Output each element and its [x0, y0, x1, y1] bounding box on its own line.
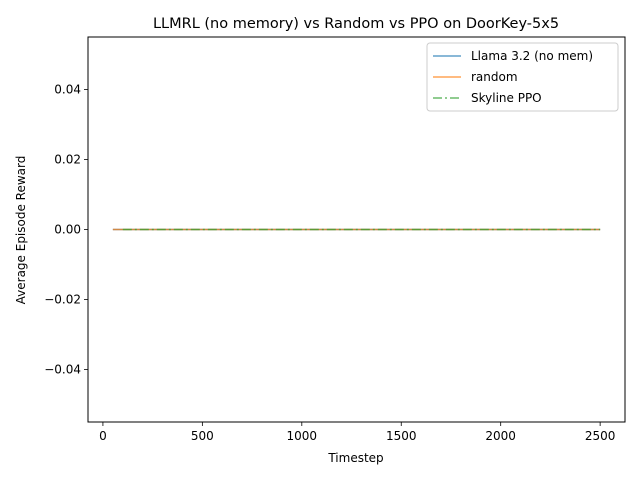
- chart-title: LLMRL (no memory) vs Random vs PPO on Do…: [153, 16, 559, 32]
- legend: Llama 3.2 (no mem) random Skyline PPO: [426, 42, 619, 112]
- y-axis-title: Average Episode Reward: [14, 156, 28, 305]
- legend-label: Skyline PPO: [471, 91, 542, 105]
- x-tick-label: 0: [99, 429, 107, 443]
- x-tick-label: 2000: [485, 429, 516, 443]
- y-tick-label: 0.02: [54, 153, 81, 167]
- y-tick-label: −0.04: [44, 363, 81, 377]
- legend-box: [426, 42, 619, 112]
- x-axis: 0 500 1000 1500 2000 2500: [99, 422, 615, 443]
- x-tick-label: 1000: [287, 429, 318, 443]
- legend-label: random: [471, 70, 518, 84]
- y-axis: −0.04 −0.02 0.00 0.02 0.04: [44, 83, 88, 377]
- x-tick-label: 500: [191, 429, 214, 443]
- x-tick-label: 1500: [386, 429, 417, 443]
- y-tick-label: 0.04: [54, 83, 81, 97]
- y-tick-label: 0.00: [54, 223, 81, 237]
- x-axis-title: Timestep: [327, 451, 383, 465]
- y-tick-label: −0.02: [44, 293, 81, 307]
- legend-label: Llama 3.2 (no mem): [471, 49, 593, 63]
- x-tick-label: 2500: [585, 429, 616, 443]
